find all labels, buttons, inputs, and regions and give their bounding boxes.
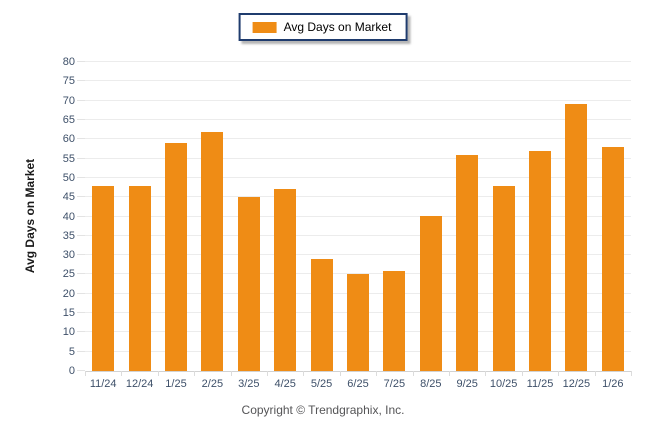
gridline [85, 196, 631, 198]
x-axis-tick-label: 7/25 [383, 378, 406, 390]
bar-6-25[interactable] [347, 274, 369, 371]
x-axis-tick-label: 8/25 [420, 378, 442, 390]
y-axis-tick [77, 215, 85, 217]
x-axis-tick [157, 371, 159, 376]
x-axis-tick [230, 371, 232, 376]
bar-2-25[interactable] [201, 132, 224, 371]
y-axis-tick-label: 75 [62, 75, 75, 88]
x-axis-tick-label: 4/25 [274, 378, 296, 390]
x-axis-tick-label: 10/25 [489, 378, 518, 390]
bar-3-25[interactable] [237, 197, 260, 371]
copyright-text: Copyright © Trendgraphix, Inc. [241, 403, 405, 417]
plot-area [85, 61, 631, 372]
x-axis-tick [558, 371, 560, 376]
y-axis-tick-label: 10 [62, 326, 75, 339]
y-axis-tick [77, 61, 85, 62]
y-axis-tick [77, 196, 85, 198]
bar-11-25[interactable] [529, 151, 551, 371]
y-axis-title: Avg Days on Market [23, 158, 37, 274]
x-axis-tick [121, 371, 123, 376]
x-axis-tick-label: 11/25 [526, 378, 554, 390]
y-axis-tick-label: 55 [62, 152, 75, 165]
bar-9-25[interactable] [456, 155, 479, 371]
gridline [85, 157, 631, 159]
gridline [85, 215, 631, 217]
y-axis-tick-label: 45 [62, 191, 75, 204]
x-axis-tick [303, 371, 305, 376]
y-axis-tick [77, 118, 85, 120]
y-axis-tick-label: 70 [62, 94, 75, 107]
bar-1-26[interactable] [601, 147, 624, 371]
x-axis-tick [412, 371, 414, 376]
x-axis-tick [194, 371, 196, 376]
bar-11-24[interactable] [92, 186, 115, 371]
legend-label: Avg Days on Market [283, 20, 392, 34]
x-axis-tick-label: 3/25 [238, 378, 260, 390]
y-axis-tick-label: 15 [62, 307, 75, 320]
gridline [85, 99, 631, 101]
gridline [85, 176, 631, 178]
gridline [85, 254, 631, 256]
y-axis-tick [77, 138, 85, 140]
y-axis-tick [77, 80, 85, 82]
x-axis-tick [521, 371, 523, 376]
bar-5-25[interactable] [310, 259, 333, 371]
y-axis-tick-label: 65 [62, 113, 75, 126]
x-axis-tick-label: 12/24 [125, 378, 154, 390]
x-axis-tick [631, 371, 632, 376]
x-axis-tick [485, 371, 487, 376]
y-axis-tick [77, 370, 85, 371]
gridline [85, 273, 631, 275]
y-axis-tick [77, 312, 85, 314]
y-axis-tick-label: 40 [62, 210, 75, 223]
x-axis-tick-label: 6/25 [347, 378, 369, 390]
x-axis-line [85, 371, 631, 372]
y-axis-tick-label: 60 [62, 133, 75, 146]
bar-12-25[interactable] [565, 104, 588, 371]
bar-12-24[interactable] [128, 186, 151, 371]
gridline [85, 80, 631, 82]
x-axis-tick [267, 371, 268, 376]
gridline [85, 138, 631, 140]
y-axis-tick [77, 176, 85, 178]
y-axis-tick-label: 80 [62, 56, 75, 68]
y-axis-tick [77, 292, 85, 294]
y-axis-tick-label: 30 [62, 249, 75, 262]
gridline [85, 61, 631, 62]
bar-4-25[interactable] [274, 189, 297, 371]
x-axis-tick-label: 9/25 [456, 378, 478, 390]
y-axis-tick [77, 331, 85, 333]
y-axis-tick [77, 234, 85, 236]
x-axis-tick [594, 371, 596, 376]
x-axis-tick [339, 371, 341, 376]
x-axis-tick-label: 11/24 [89, 378, 117, 390]
y-axis-tick-label: 50 [62, 171, 75, 184]
y-axis-tick-label: 0 [68, 365, 75, 377]
y-axis-tick-label: 25 [62, 268, 75, 281]
y-axis-tick-label: 5 [68, 345, 75, 358]
y-axis-tick [77, 99, 85, 101]
legend[interactable]: Avg Days on Market [238, 13, 408, 41]
bar-7-25[interactable] [383, 271, 406, 371]
y-axis-tick [77, 273, 85, 275]
y-axis-tick [77, 350, 85, 352]
bar-10-25[interactable] [492, 186, 515, 371]
bar-1-25[interactable] [165, 143, 187, 371]
x-axis-tick-label: 12/25 [562, 378, 591, 390]
legend-swatch-icon [252, 21, 277, 33]
gridline [85, 118, 631, 120]
gridline [85, 234, 631, 236]
x-axis-tick-label: 1/26 [602, 378, 624, 390]
x-axis-tick [85, 371, 86, 376]
x-axis-tick [376, 371, 378, 376]
y-axis-tick-label: 35 [62, 229, 75, 242]
y-axis-tick [77, 254, 85, 256]
x-axis-tick-label: 5/25 [310, 378, 333, 390]
x-axis-tick [449, 371, 450, 376]
y-axis-tick [77, 157, 85, 159]
x-axis-tick-label: 2/25 [201, 378, 224, 390]
bar-8-25[interactable] [419, 216, 442, 371]
x-axis-tick-label: 1/25 [165, 378, 187, 390]
y-axis-tick-label: 20 [62, 287, 75, 300]
